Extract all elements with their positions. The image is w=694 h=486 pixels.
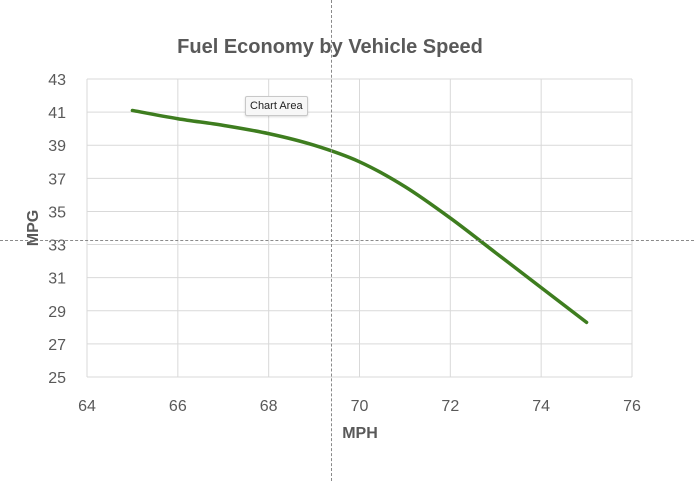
y-tick-label: 39 — [48, 138, 66, 155]
x-axis-title: MPH — [342, 425, 378, 442]
y-axis-tick-labels: 25 27 29 31 33 35 37 39 41 43 — [48, 72, 66, 387]
y-tick-label: 31 — [48, 271, 66, 288]
y-axis-title: MPG — [25, 210, 42, 246]
y-tick-label: 33 — [48, 238, 66, 255]
y-tick-label: 43 — [48, 72, 66, 89]
series-layer — [130, 108, 589, 325]
y-tick-label: 37 — [48, 171, 66, 188]
x-tick-label: 66 — [169, 398, 187, 415]
y-tick-label: 25 — [48, 370, 66, 387]
crosshair-horizontal-line — [0, 240, 694, 241]
x-tick-label: 74 — [532, 398, 550, 415]
x-tick-label: 68 — [260, 398, 278, 415]
series-line[interactable] — [130, 108, 589, 325]
x-tick-label: 70 — [351, 398, 369, 415]
gridlines — [86, 78, 633, 378]
y-tick-label: 41 — [48, 105, 66, 122]
y-tick-label: 29 — [48, 304, 66, 321]
x-axis-tick-labels: 64 66 68 70 72 74 76 — [78, 398, 641, 415]
chart-area-tooltip: Chart Area — [245, 96, 308, 116]
x-tick-label: 64 — [78, 398, 96, 415]
x-tick-label: 72 — [441, 398, 459, 415]
y-tick-label: 27 — [48, 337, 66, 354]
x-tick-label: 76 — [623, 398, 641, 415]
chart-title: Fuel Economy by Vehicle Speed — [177, 36, 483, 58]
y-tick-label: 35 — [48, 204, 66, 221]
